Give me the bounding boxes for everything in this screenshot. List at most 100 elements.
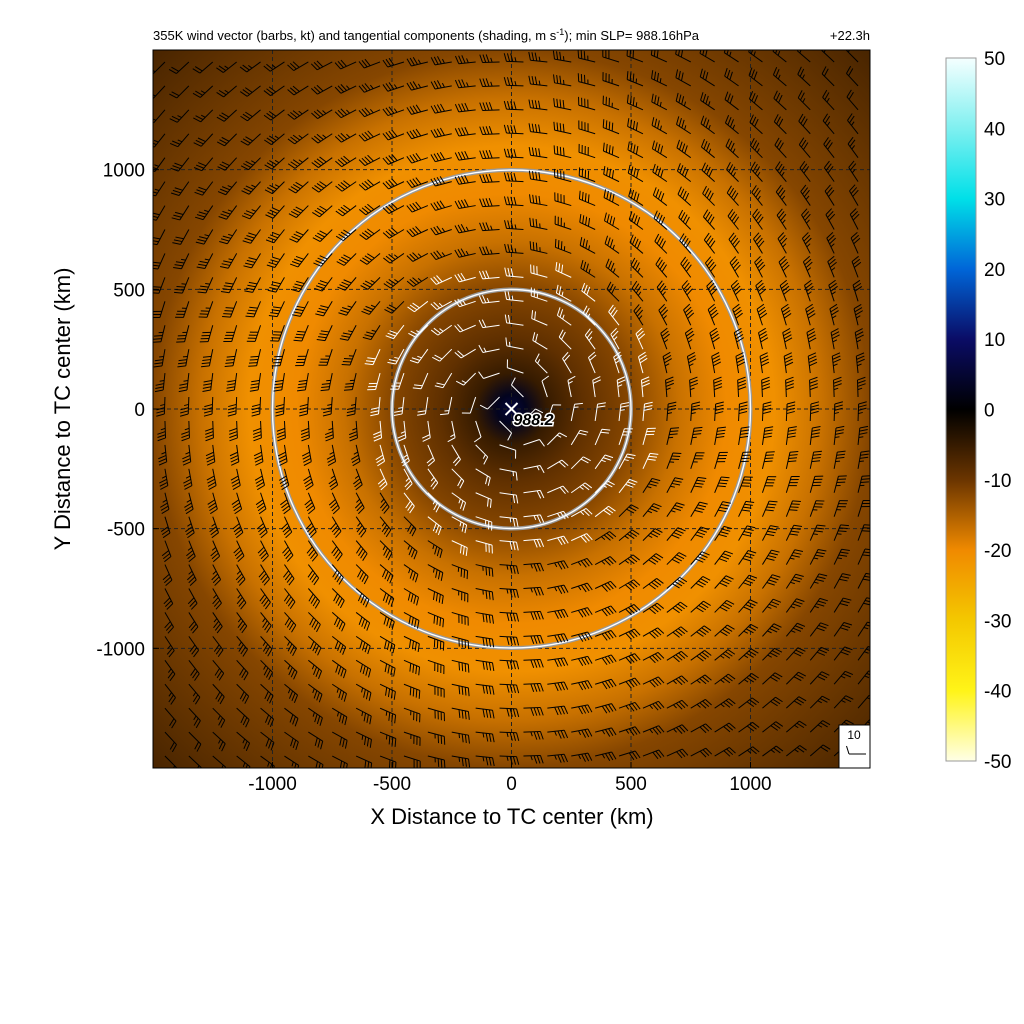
wind-barb bbox=[603, 189, 620, 207]
wind-barb bbox=[236, 707, 250, 728]
wind-barb bbox=[199, 325, 214, 343]
wind-barb bbox=[430, 250, 452, 261]
wind-barb bbox=[642, 725, 665, 735]
wind-barb bbox=[251, 397, 262, 417]
wind-barb bbox=[406, 152, 429, 164]
x-tick-label: 1000 bbox=[729, 774, 771, 795]
wind-barb bbox=[318, 349, 333, 366]
wind-barb bbox=[547, 681, 569, 692]
wind-barb bbox=[759, 352, 770, 374]
wind-barb bbox=[690, 650, 712, 662]
wind-barb bbox=[201, 349, 214, 368]
wind-barb bbox=[256, 516, 268, 539]
wind-barb bbox=[385, 324, 405, 340]
wind-barb bbox=[153, 205, 166, 221]
wind-barb bbox=[196, 253, 214, 270]
wind-barb bbox=[355, 635, 371, 655]
wind-barb bbox=[690, 526, 709, 541]
wind-barb bbox=[666, 699, 689, 710]
wind-barb bbox=[301, 444, 312, 466]
y-tick-label: 0 bbox=[134, 400, 145, 421]
wind-barb bbox=[223, 325, 238, 343]
wind-barb bbox=[382, 82, 405, 92]
wind-barb bbox=[153, 325, 166, 343]
wind-barb bbox=[571, 680, 593, 691]
wind-barb bbox=[403, 683, 421, 699]
wind-barb bbox=[618, 653, 641, 665]
wind-barb bbox=[846, 65, 859, 87]
wind-barb bbox=[240, 157, 261, 171]
wind-barb bbox=[169, 133, 190, 148]
wind-barb bbox=[451, 755, 471, 768]
wind-barb bbox=[655, 257, 668, 278]
wind-barb bbox=[642, 427, 656, 446]
wind-barb bbox=[679, 233, 692, 254]
min-slp-label: 988.2 bbox=[514, 412, 554, 429]
wind-barb bbox=[553, 74, 572, 87]
wind-barb bbox=[547, 633, 569, 643]
wind-barb bbox=[732, 303, 743, 326]
wind-barb bbox=[312, 229, 333, 242]
wind-barb bbox=[406, 177, 429, 188]
wind-barb bbox=[675, 92, 692, 111]
wind-barb bbox=[714, 401, 724, 421]
wind-barb bbox=[430, 56, 452, 66]
wind-barb bbox=[355, 564, 369, 585]
wind-barb bbox=[382, 227, 405, 239]
wind-barb bbox=[379, 707, 397, 724]
wind-barb bbox=[174, 277, 190, 294]
wind-barb bbox=[265, 229, 285, 244]
wind-barb bbox=[322, 397, 333, 417]
wind-barb bbox=[651, 70, 668, 87]
wind-barb bbox=[547, 560, 569, 570]
wind-barb bbox=[603, 165, 620, 183]
wind-barb bbox=[762, 598, 782, 613]
wind-barb bbox=[822, 89, 835, 111]
wind-barb bbox=[427, 755, 446, 768]
wind-barb bbox=[627, 118, 644, 135]
wind-barb bbox=[412, 372, 429, 390]
wind-barb bbox=[334, 59, 357, 70]
wind-barb bbox=[382, 178, 405, 190]
wind-barb bbox=[806, 328, 817, 350]
wind-barb bbox=[334, 108, 357, 119]
wind-barb bbox=[382, 129, 405, 141]
wind-barb bbox=[403, 755, 421, 768]
wind-barb bbox=[780, 303, 792, 326]
wind-barb bbox=[427, 468, 439, 490]
wind-barb bbox=[762, 672, 783, 685]
wind-barb bbox=[711, 352, 722, 374]
wind-barb bbox=[359, 228, 381, 240]
wind-barb bbox=[379, 683, 396, 700]
wind-barb bbox=[382, 202, 405, 214]
wind-barb bbox=[779, 279, 791, 302]
wind-barb bbox=[168, 61, 190, 74]
wind-barb bbox=[153, 61, 166, 75]
wind-barb bbox=[171, 205, 190, 221]
wind-barb bbox=[185, 516, 195, 539]
wind-barb bbox=[558, 329, 572, 350]
wind-barb bbox=[310, 60, 333, 71]
wind-barb bbox=[785, 376, 795, 398]
wind-barb bbox=[499, 516, 519, 527]
wind-barb bbox=[833, 376, 842, 398]
wind-barb bbox=[427, 540, 443, 558]
wind-barb bbox=[454, 199, 476, 210]
wind-barb bbox=[479, 173, 500, 184]
wind-barb bbox=[738, 623, 759, 637]
wind-barb bbox=[547, 485, 569, 495]
wind-barb bbox=[534, 353, 548, 374]
wind-barb bbox=[239, 61, 261, 73]
wind-barb bbox=[284, 731, 299, 751]
wind-barb bbox=[427, 611, 445, 628]
wind-barb bbox=[637, 351, 648, 374]
wind-barb bbox=[618, 628, 641, 640]
wind-barb bbox=[236, 636, 248, 657]
wind-barb bbox=[523, 586, 544, 596]
wind-barb bbox=[785, 598, 805, 613]
wind-barb bbox=[571, 582, 593, 593]
wind-barb bbox=[594, 531, 617, 542]
wind-barb bbox=[243, 253, 261, 269]
wind-barb bbox=[430, 324, 453, 336]
wind-barb bbox=[809, 376, 819, 398]
